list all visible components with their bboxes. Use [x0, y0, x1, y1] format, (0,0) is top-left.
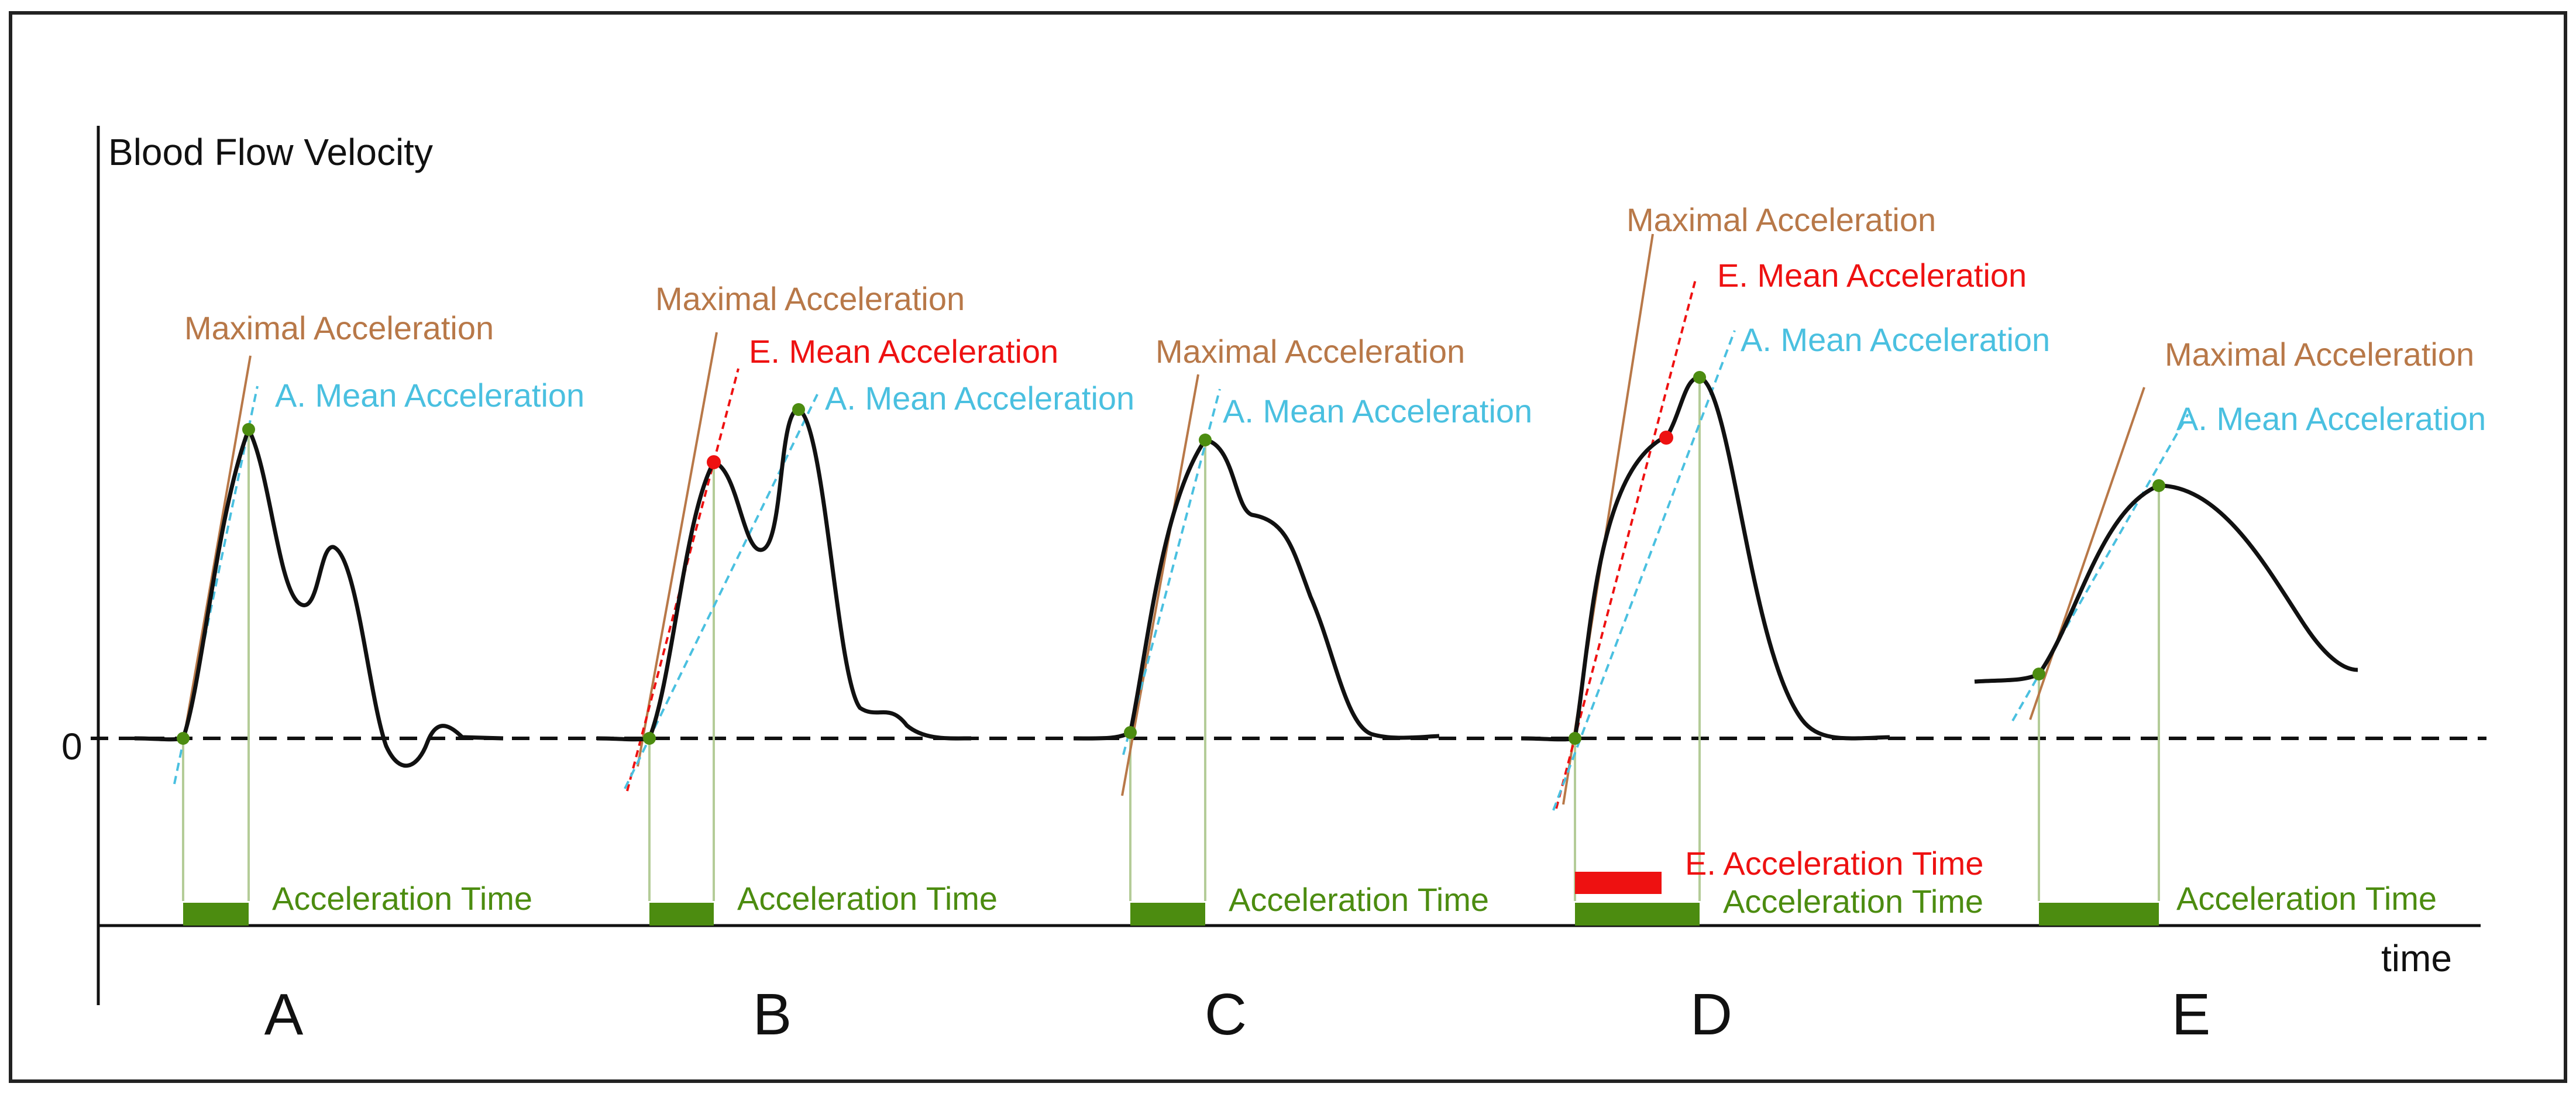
panel-b-a-peak-point [792, 403, 805, 416]
panel-a-max-accel-line [185, 355, 252, 726]
panel-d-a-peak-point [1693, 371, 1706, 384]
panel-b-max-label: Maximal Acceleration [655, 280, 965, 317]
panel-d: Maximal Acceleration E. Mean Acceleratio… [1521, 201, 2050, 1047]
panel-a-a-mean-label: A. Mean Acceleration [275, 377, 584, 414]
panel-e-velocity-curve [1974, 483, 2358, 684]
panel-e-start-point [2032, 668, 2045, 680]
panel-d-e-accel-time-bar [1575, 872, 1662, 894]
panel-d-e-peak-point [1659, 431, 1673, 445]
panel-e-accel-time-label: Acceleration Time [2176, 880, 2437, 917]
panel-a-peak-point [242, 423, 255, 436]
panel-c-accel-time-label: Acceleration Time [1229, 881, 1489, 918]
panel-d-accel-time-label: Acceleration Time [1723, 883, 1983, 920]
panel-c-start-point [1124, 726, 1137, 739]
panel-c-peak-point [1199, 434, 1212, 446]
panel-e-peak-point [2152, 479, 2165, 492]
panel-d-accel-time-bar [1575, 903, 1700, 926]
panel-d-e-mean-label: E. Mean Acceleration [1717, 257, 2027, 294]
panel-b-e-peak-point [707, 455, 721, 469]
zero-label: 0 [61, 725, 82, 768]
panel-e-max-accel-line [2029, 387, 2145, 720]
panel-a: Maximal Acceleration A. Mean Acceleratio… [134, 310, 584, 1047]
panel-c-a-mean-line [1122, 388, 1221, 755]
panel-b-accel-time-bar [649, 903, 714, 926]
panel-d-start-point [1569, 732, 1581, 745]
panel-d-letter: D [1690, 982, 1732, 1047]
panel-d-velocity-curve [1521, 375, 1890, 742]
panel-b-velocity-curve [596, 407, 972, 742]
panel-a-velocity-curve [134, 424, 504, 768]
x-axis-label: time [2381, 937, 2452, 979]
panel-b-a-mean-label: A. Mean Acceleration [825, 380, 1134, 417]
panel-c-letter: C [1205, 982, 1247, 1047]
panel-e-letter: E [2172, 982, 2211, 1047]
panel-a-accel-time-label: Acceleration Time [272, 880, 532, 917]
panel-c-max-label: Maximal Acceleration [1155, 333, 1465, 370]
panel-e-accel-time-bar [2039, 903, 2159, 926]
panel-a-accel-time-bar [183, 903, 249, 926]
panel-e: Maximal Acceleration A. Mean Acceleratio… [1974, 336, 2486, 1047]
panel-c-a-mean-label: A. Mean Acceleration [1223, 393, 1532, 429]
panel-b-letter: B [753, 982, 792, 1047]
panel-d-e-accel-time-label: E. Acceleration Time [1685, 845, 1983, 882]
panel-a-start-point [177, 732, 190, 745]
panel-b-start-point [643, 732, 656, 745]
panel-a-letter: A [264, 982, 304, 1047]
panel-d-a-mean-label: A. Mean Acceleration [1741, 321, 2050, 358]
panel-c-accel-time-bar [1130, 903, 1205, 926]
panel-b-e-mean-line [626, 368, 740, 792]
panel-b-e-mean-label: E. Mean Acceleration [749, 333, 1058, 370]
panel-a-max-label: Maximal Acceleration [184, 310, 494, 346]
panel-b-max-accel-line [637, 332, 718, 767]
panel-e-a-mean-label: A. Mean Acceleration [2176, 400, 2486, 437]
panel-b: Maximal Acceleration E. Mean Acceleratio… [596, 280, 1134, 1047]
panel-b-accel-time-label: Acceleration Time [737, 880, 998, 917]
panel-d-e-mean-line [1555, 279, 1697, 809]
panel-b-a-mean-line [624, 390, 820, 789]
panel-e-max-label: Maximal Acceleration [2165, 336, 2474, 373]
panel-c-velocity-curve [1073, 438, 1440, 741]
panel-d-a-mean-line [1552, 330, 1736, 811]
panel-d-max-label: Maximal Acceleration [1626, 201, 1936, 238]
y-axis-label: Blood Flow Velocity [108, 131, 433, 173]
panel-c: Maximal Acceleration A. Mean Acceleratio… [1073, 333, 1532, 1047]
figure-border [9, 11, 2567, 1083]
panel-c-max-accel-line [1121, 374, 1199, 796]
